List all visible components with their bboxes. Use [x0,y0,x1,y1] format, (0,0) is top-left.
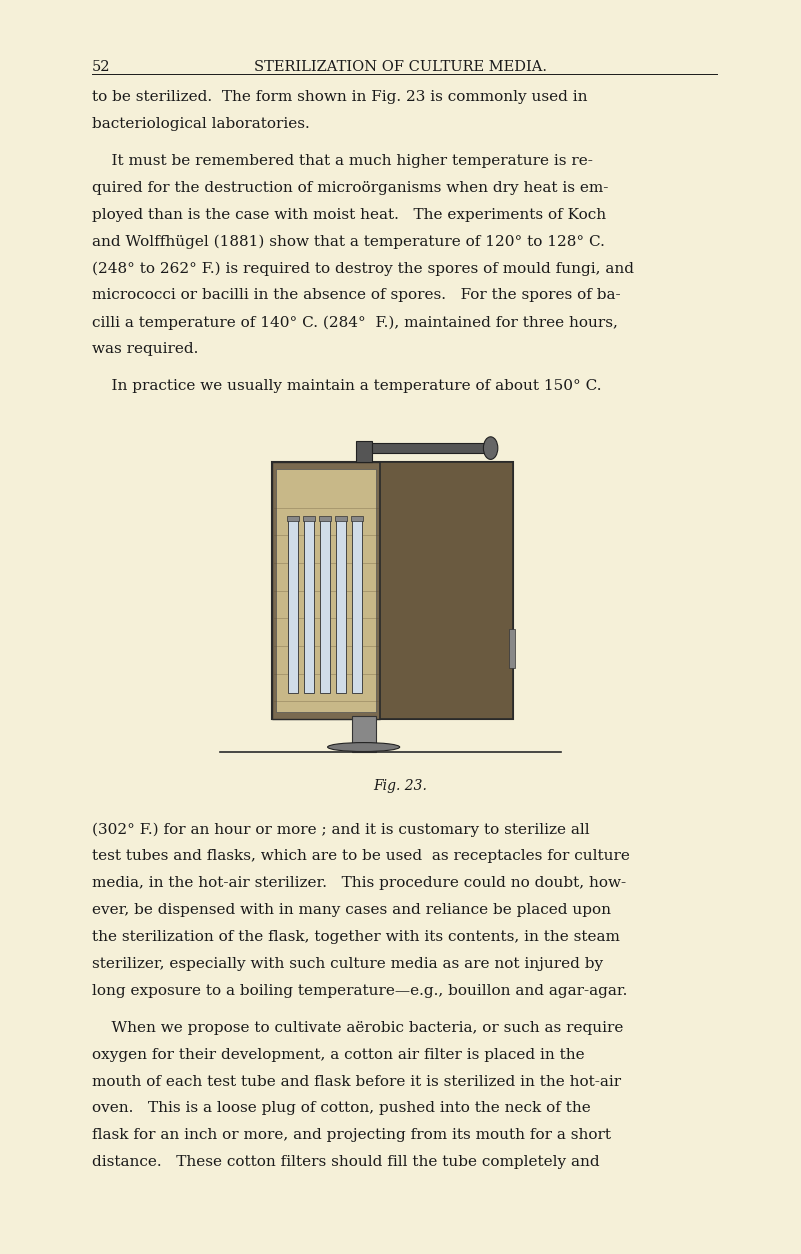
Text: the sterilization of the flask, together with its contents, in the steam: the sterilization of the flask, together… [92,930,620,944]
Text: 52: 52 [92,60,111,74]
Bar [352,518,362,692]
Text: In practice we usually maintain a temperature of about 150° C.: In practice we usually maintain a temper… [92,379,602,393]
Text: distance.   These cotton filters should fill the tube completely and: distance. These cotton filters should fi… [92,1155,600,1170]
Text: bacteriological laboratories.: bacteriological laboratories. [92,117,310,132]
Bar [272,461,513,720]
Text: It must be remembered that a much higher temperature is re-: It must be remembered that a much higher… [92,154,593,168]
Text: quired for the destruction of microörganisms when dry heat is em-: quired for the destruction of microörgan… [92,181,609,194]
Bar [372,443,485,454]
Text: test tubes and flasks, which are to be used  as receptacles for culture: test tubes and flasks, which are to be u… [92,849,630,864]
Bar [509,630,514,668]
Text: oxygen for their development, a cotton air filter is placed in the: oxygen for their development, a cotton a… [92,1047,585,1062]
Text: STERILIZATION OF CULTURE MEDIA.: STERILIZATION OF CULTURE MEDIA. [254,60,547,74]
Text: mouth of each test tube and flask before it is sterilized in the hot-air: mouth of each test tube and flask before… [92,1075,622,1088]
Text: ever, be dispensed with in many cases and reliance be placed upon: ever, be dispensed with in many cases an… [92,903,611,918]
Bar [304,515,316,522]
Text: When we propose to cultivate aërobic bacteria, or such as require: When we propose to cultivate aërobic bac… [92,1021,623,1035]
Text: cilli a temperature of 140° C. (284°  F.), maintained for three hours,: cilli a temperature of 140° C. (284° F.)… [92,316,618,330]
Bar [380,461,513,720]
Bar [336,515,348,522]
Bar [288,515,300,522]
Bar [352,716,376,751]
Text: to be sterilized.  The form shown in Fig. 23 is commonly used in: to be sterilized. The form shown in Fig.… [92,90,588,104]
Text: long exposure to a boiling temperature—e.g., bouillon and agar-agar.: long exposure to a boiling temperature—e… [92,984,627,998]
Bar [320,518,330,692]
Text: (248° to 262° F.) is required to destroy the spores of mould fungi, and: (248° to 262° F.) is required to destroy… [92,262,634,276]
Text: sterilizer, especially with such culture media as are not injured by: sterilizer, especially with such culture… [92,957,603,972]
Text: flask for an inch or more, and projecting from its mouth for a short: flask for an inch or more, and projectin… [92,1129,611,1142]
Text: and Wolffhügel (1881) show that a temperature of 120° to 128° C.: and Wolffhügel (1881) show that a temper… [92,234,605,250]
Bar [288,518,298,692]
Ellipse shape [328,742,400,751]
Bar [336,518,346,692]
Text: was required.: was required. [92,342,199,356]
Bar [200,409,601,766]
Circle shape [483,436,498,459]
Text: ployed than is the case with moist heat.   The experiments of Koch: ployed than is the case with moist heat.… [92,208,606,222]
Text: media, in the hot-air sterilizer.   This procedure could no doubt, how-: media, in the hot-air sterilizer. This p… [92,877,626,890]
Bar [304,518,314,692]
Text: (302° F.) for an hour or more ; and it is customary to sterilize all: (302° F.) for an hour or more ; and it i… [92,823,590,836]
Bar [272,461,380,720]
Text: oven.   This is a loose plug of cotton, pushed into the neck of the: oven. This is a loose plug of cotton, pu… [92,1101,591,1116]
Bar [356,440,372,461]
Bar [320,515,332,522]
Text: micrococci or bacilli in the absence of spores.   For the spores of ba-: micrococci or bacilli in the absence of … [92,288,621,302]
Text: Fig. 23.: Fig. 23. [373,779,428,794]
Bar [276,469,376,712]
Bar [352,515,364,522]
